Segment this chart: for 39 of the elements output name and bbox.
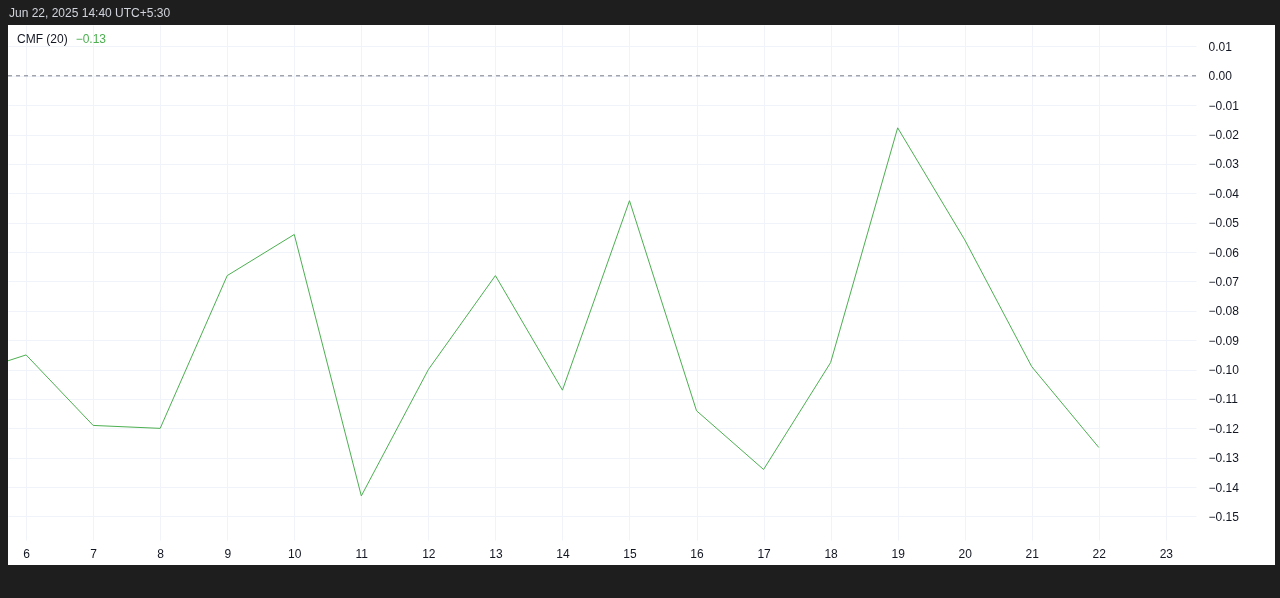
y-tick-label: 0.01 (1208, 39, 1233, 54)
y-tick-label: 0.00 (1208, 69, 1233, 84)
y-tick-label: −0.15 (1208, 510, 1240, 524)
x-tick-label: 16 (690, 546, 705, 561)
line-series (8, 127, 1100, 497)
x-tick-label: 23 (1159, 546, 1174, 561)
x-tick-label: 8 (157, 546, 165, 561)
y-tick-label: −0.14 (1208, 480, 1240, 495)
x-tick-label: 9 (224, 546, 232, 561)
y-tick-label: −0.03 (1208, 157, 1240, 172)
y-tick-label: −0.10 (1208, 363, 1240, 378)
y-tick-label: −0.11 (1208, 392, 1239, 407)
y-tick-label: −0.12 (1208, 421, 1240, 436)
x-tick-label: 11 (355, 546, 369, 561)
y-tick-label: −0.02 (1208, 128, 1240, 143)
x-tick-label: 6 (23, 546, 31, 561)
x-tick-label: 15 (623, 546, 637, 561)
y-tick-label: −0.01 (1208, 98, 1240, 113)
x-tick-label: 17 (757, 546, 772, 561)
x-tick-label: 22 (1092, 546, 1107, 561)
text: Jun 22, 2025 14:40 UTC+5:30 (9, 6, 171, 20)
x-tick-label: 20 (958, 546, 973, 561)
annotation: −0.13 (75, 32, 107, 46)
y-tick-label: −0.09 (1208, 333, 1240, 348)
y-tick-label: −0.13 (1208, 451, 1240, 466)
x-tick-label: 18 (824, 546, 839, 561)
y-tick-label: −0.05 (1208, 216, 1240, 231)
y-tick-label: −0.07 (1208, 274, 1240, 289)
y-tick-label: −0.04 (1208, 186, 1240, 201)
x-tick-label: 13 (489, 546, 503, 561)
x-tick-label: 12 (422, 546, 436, 561)
text: CMF (20) (17, 32, 68, 46)
y-tick-label: −0.06 (1208, 245, 1240, 260)
x-tick-label: 19 (891, 546, 906, 561)
y-tick-label: −0.08 (1208, 304, 1240, 319)
x-tick-label: 7 (90, 546, 98, 561)
x-tick-label: 21 (1025, 546, 1040, 561)
x-tick-label: 10 (288, 546, 302, 561)
x-tick-label: 14 (556, 546, 570, 561)
